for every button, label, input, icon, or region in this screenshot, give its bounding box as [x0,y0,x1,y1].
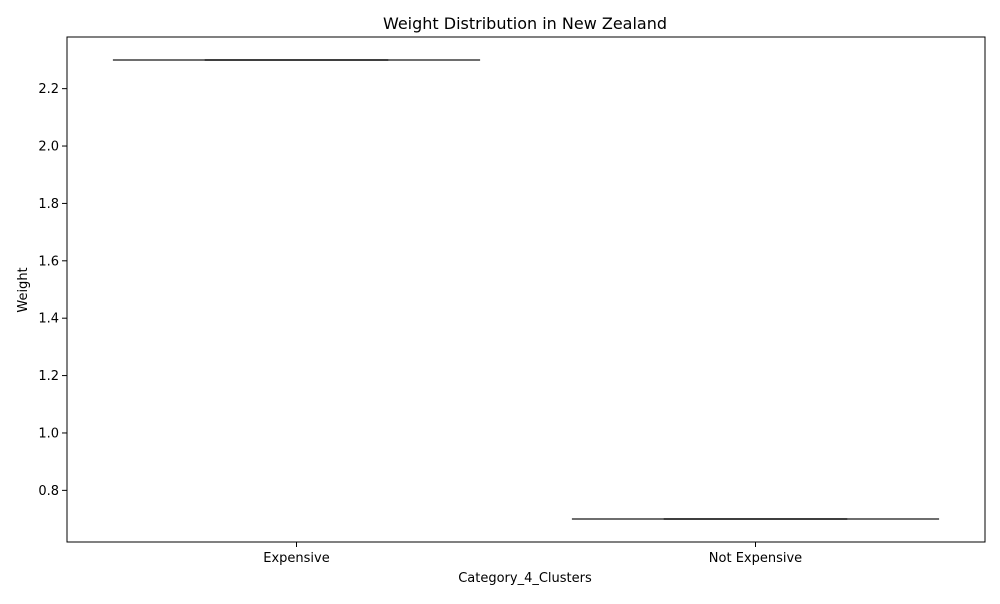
y-tick-label: 0.8 [38,484,59,499]
y-tick-label: 1.6 [38,254,59,269]
plot-area: 0.8 1.0 1.2 1.4 1.6 1.8 2.0 2.2 Expensive Not Exp… [38,36,986,566]
y-tick-label: 1.8 [38,197,59,212]
y-tick-label: 2.0 [38,140,59,155]
y-tick-label: 1.4 [38,312,59,327]
y-axis-label: Weight [16,267,31,312]
y-tick-label: 1.0 [38,426,59,441]
plot-frame [66,36,986,543]
y-tick-label: 2.2 [38,82,59,97]
chart-title: Weight Distribution in New Zealand [383,14,667,33]
x-tick-label: Expensive [263,551,329,566]
y-tick-label: 1.2 [38,369,59,384]
x-tick-label: Not Expensive [709,551,802,566]
x-axis-label: Category_4_Clusters [458,571,592,586]
